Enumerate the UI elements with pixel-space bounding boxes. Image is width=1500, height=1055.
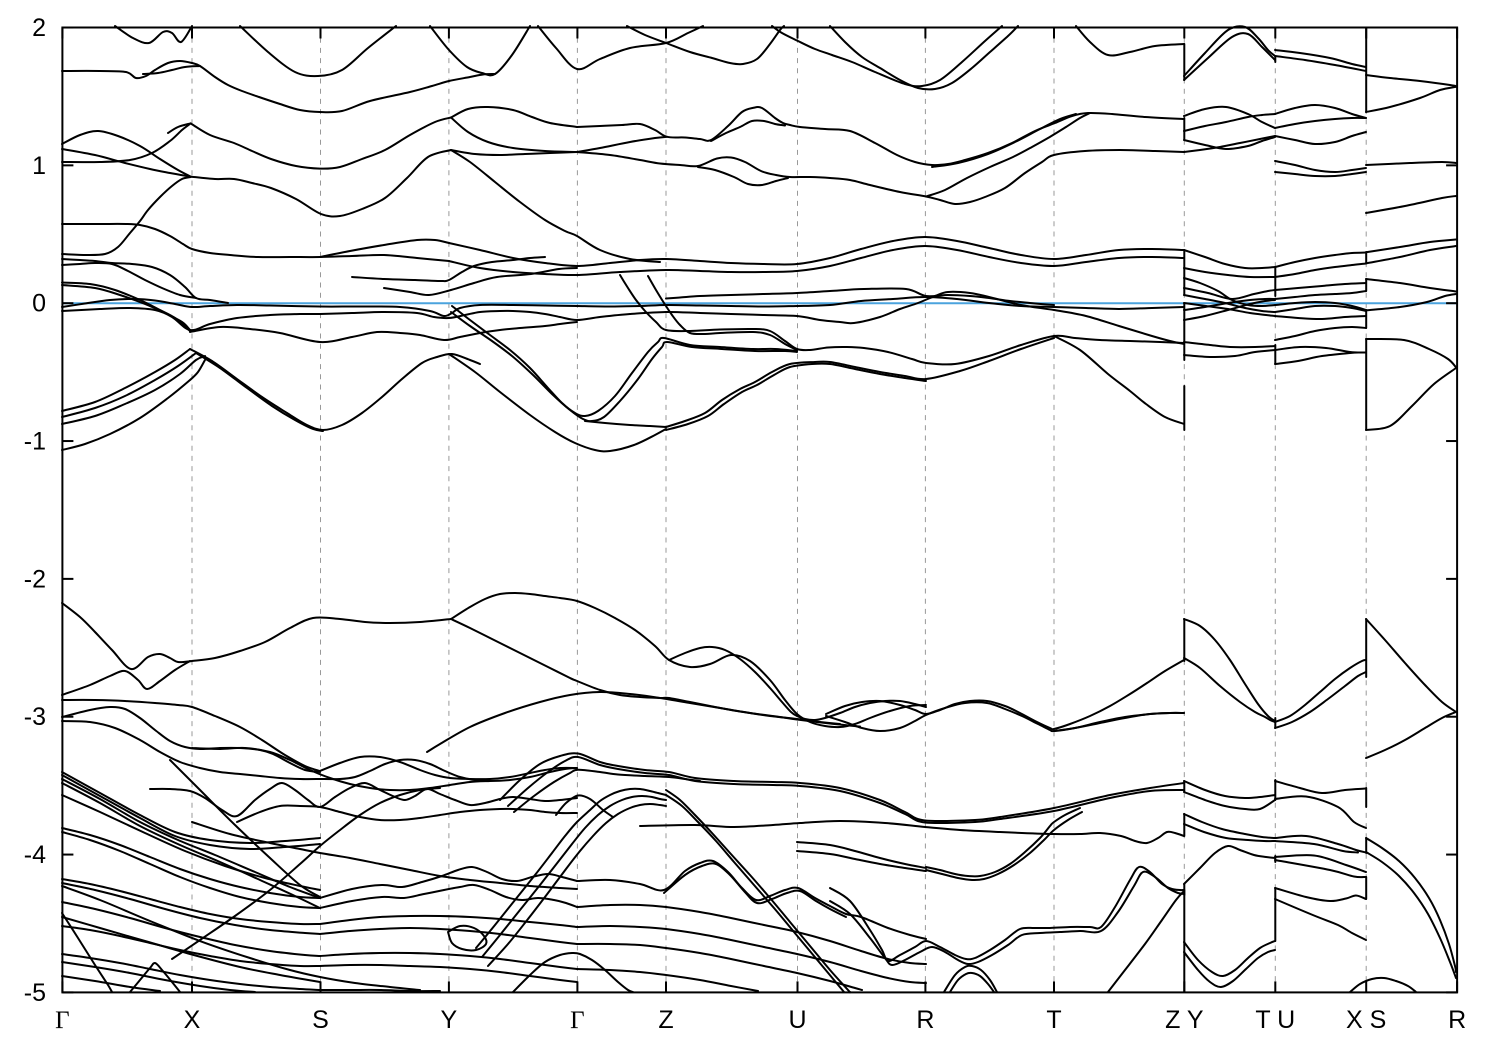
svg-text:X: X [184,1006,201,1034]
svg-text:Z: Z [658,1006,673,1034]
svg-text:R: R [916,1006,934,1034]
svg-text:-1: -1 [24,428,46,456]
svg-text:2: 2 [32,14,46,42]
svg-text:1: 1 [32,152,46,180]
svg-text:X S: X S [1346,1006,1386,1034]
svg-text:-4: -4 [24,841,46,869]
svg-text:T: T [1046,1006,1061,1034]
svg-text:0: 0 [32,290,46,318]
svg-text:Y: Y [441,1006,458,1034]
svg-text:R: R [1448,1006,1466,1034]
svg-text:Z Y: Z Y [1165,1006,1204,1034]
svg-text:U: U [788,1006,806,1034]
svg-text:Γ: Γ [55,1007,69,1034]
svg-text:-2: -2 [24,565,46,593]
svg-text:T U: T U [1255,1006,1295,1034]
svg-text:-3: -3 [24,703,46,731]
svg-text:Γ: Γ [570,1007,584,1034]
svg-text:S: S [312,1006,329,1034]
svg-text:-5: -5 [24,979,46,1007]
